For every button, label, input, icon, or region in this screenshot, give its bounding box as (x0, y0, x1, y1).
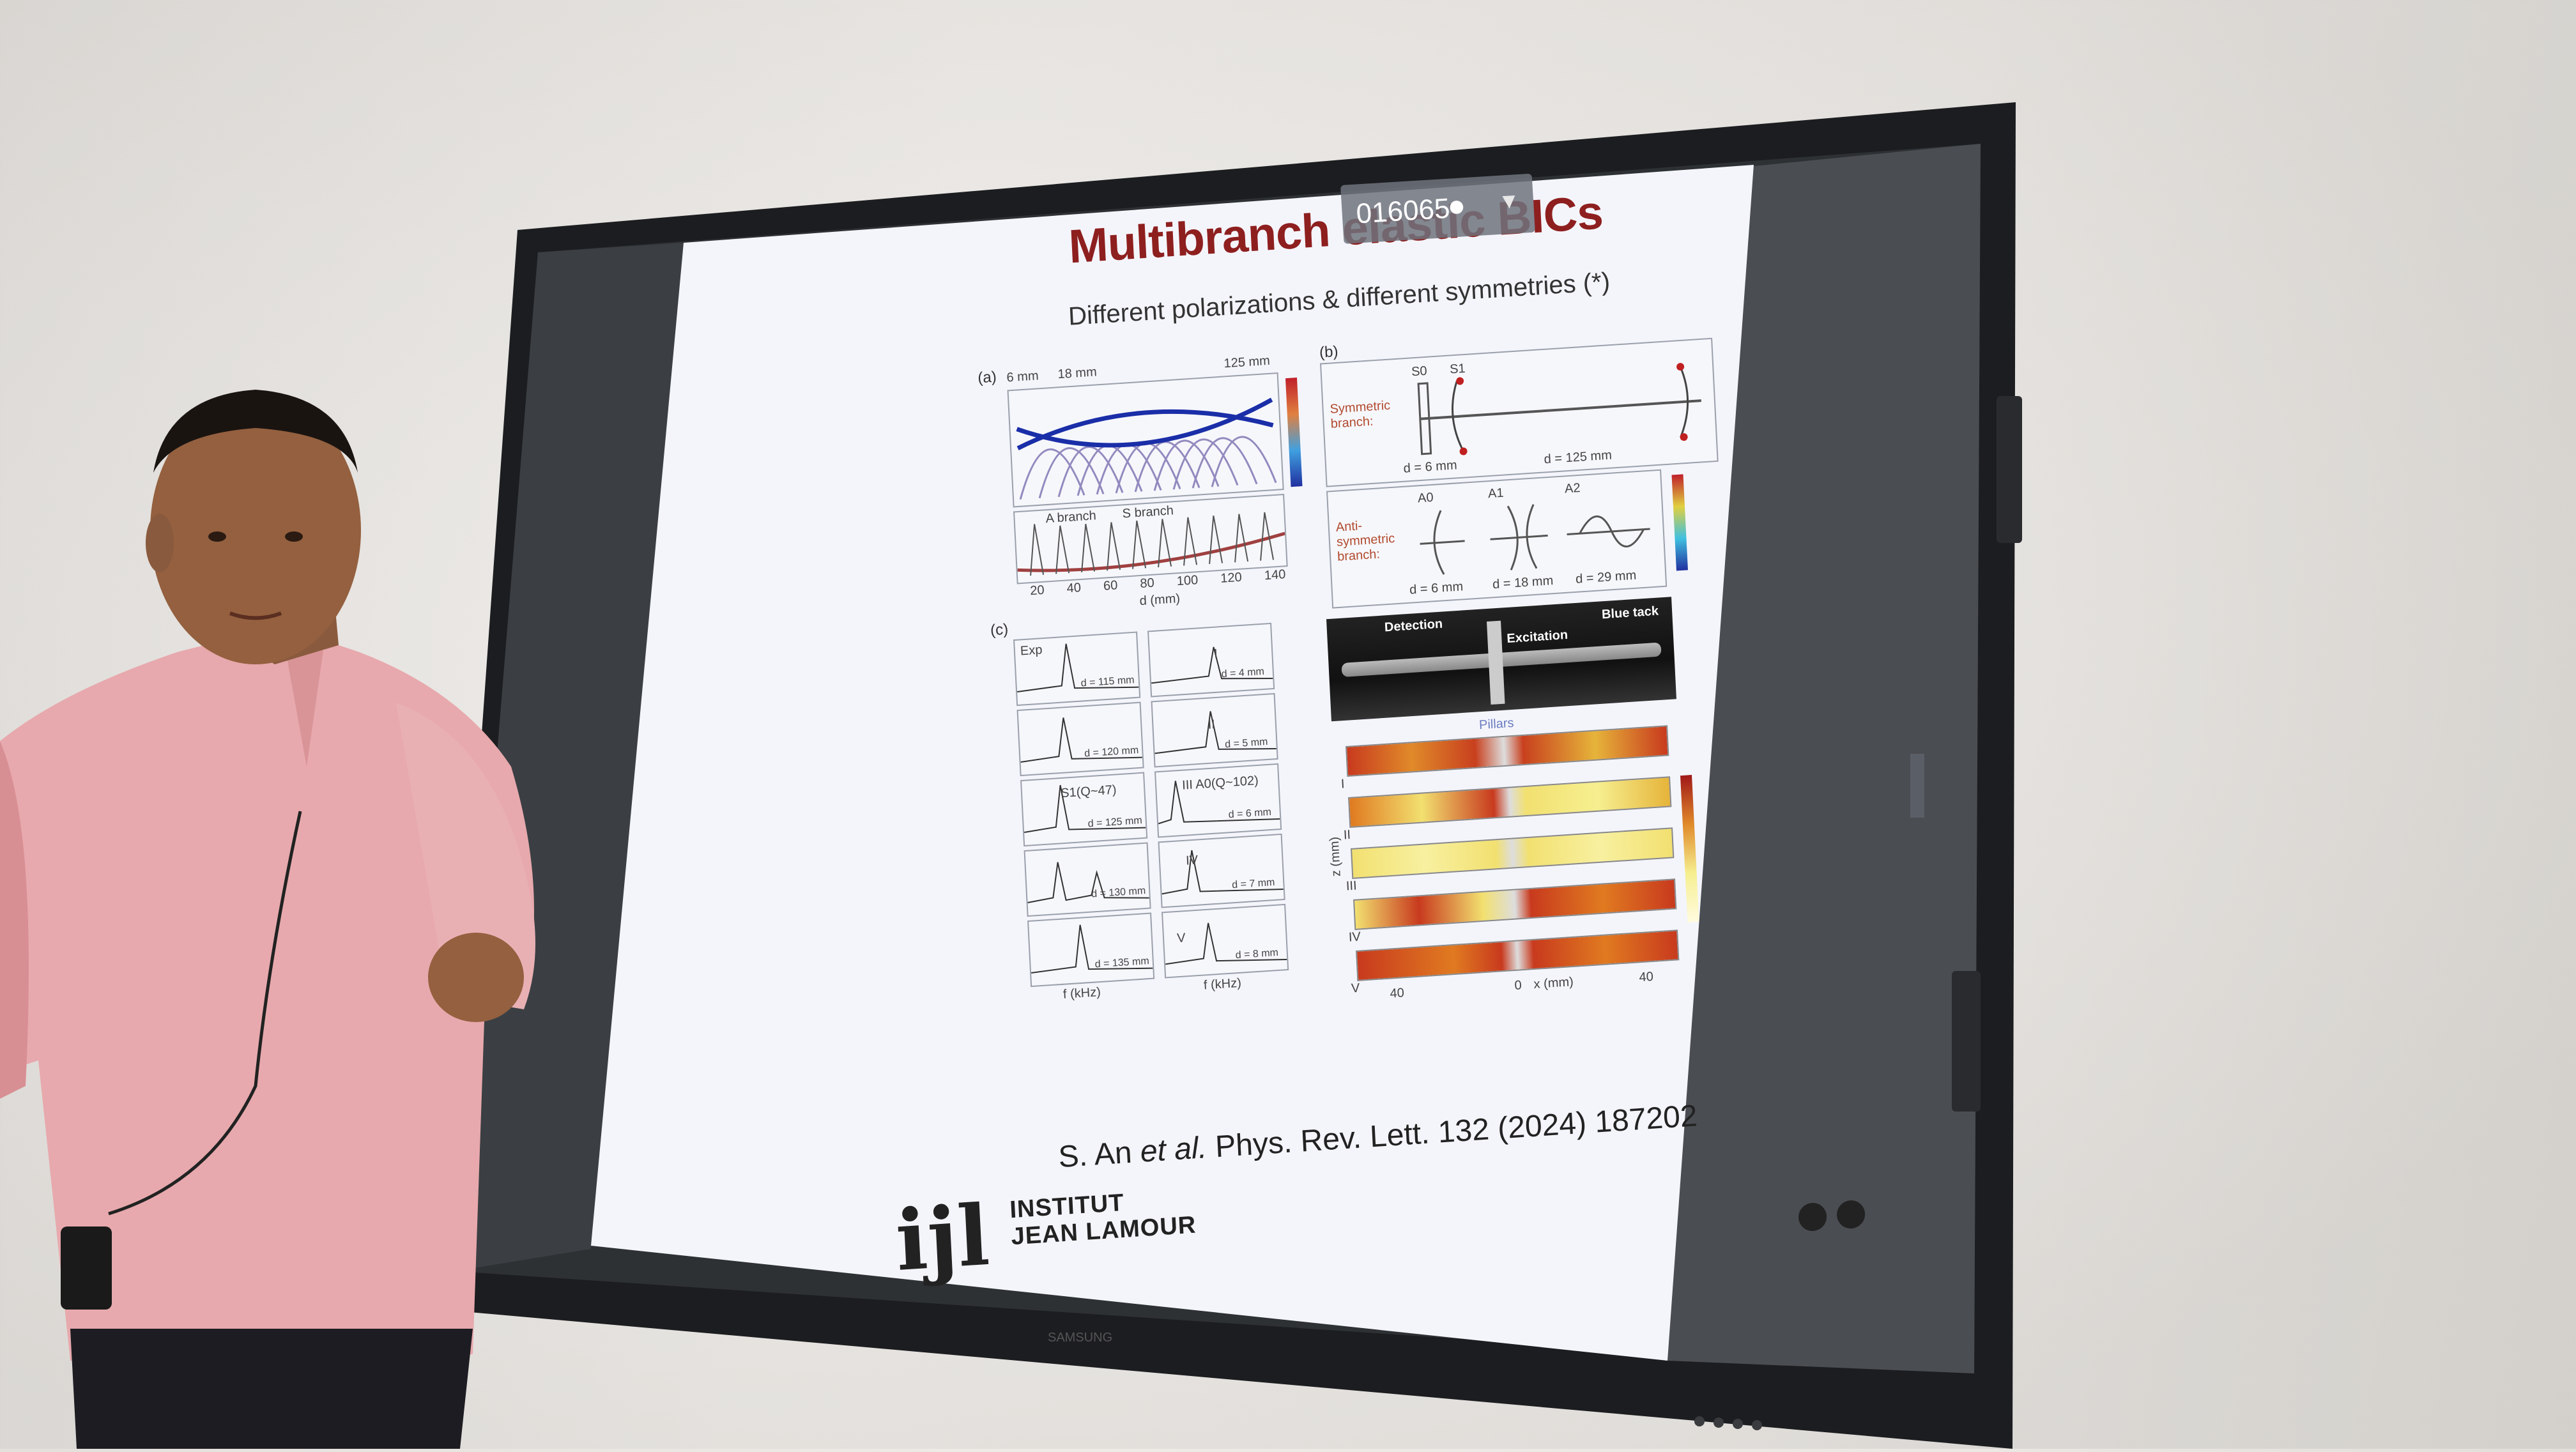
spectrum-curve (1151, 646, 1273, 684)
spectra-grid: Exp d = 115 mm I d = 4 mm d = 120 mm II … (805, 130, 1763, 1002)
spectrum-curve (1020, 717, 1142, 763)
svg-text:SAMSUNG: SAMSUNG (1048, 1331, 1112, 1345)
spectrum-right-5: V d = 8 mm (1162, 903, 1289, 979)
spectrum-curve (1023, 784, 1146, 834)
spectrum-right-2: II d = 5 mm (1151, 692, 1278, 768)
spectrum-curve (1027, 862, 1149, 904)
spectrum-curve (1158, 781, 1280, 825)
spectrum-curve (1016, 643, 1139, 693)
spectrum-left-1: Exp d = 115 mm (1013, 631, 1141, 707)
q-factor-plot (1013, 493, 1288, 585)
spectrum-right-3: III A0(Q~102) d = 6 mm (1154, 763, 1282, 838)
dispersion-curves (1016, 397, 1277, 500)
spectrum-left-2: d = 120 mm (1016, 701, 1144, 777)
spectrum-left-4: d = 130 mm (1023, 842, 1151, 917)
antisymmetric-mode-drawing (1420, 504, 1650, 575)
antisymmetric-branch-panel: Anti-symmetric branch: A0 A1 A2 d = 6 mm… (1326, 469, 1667, 609)
q-factor-curves (1017, 512, 1285, 576)
dispersion-plot (1007, 372, 1284, 508)
presentation-slide: Multibranch elastic BICs Different polar… (805, 130, 1866, 1290)
symmetric-branch-panel: Symmetric branch: S0 S1 d = 6 mm d = 125… (1320, 337, 1719, 487)
spectrum-curve (1031, 924, 1153, 974)
spectrum-curve (1154, 711, 1276, 754)
spectrum-curve (1165, 922, 1287, 965)
spectrum-left-5: d = 135 mm (1027, 912, 1155, 988)
spectrum-right-4: IV d = 7 mm (1158, 833, 1285, 908)
symmetric-mode-drawing (1417, 363, 1701, 455)
spectrum-curve (1162, 850, 1284, 895)
spectrum-left-3: S1(Q~47) d = 125 mm (1020, 772, 1148, 847)
spectrum-right-1: I d = 4 mm (1147, 622, 1275, 698)
